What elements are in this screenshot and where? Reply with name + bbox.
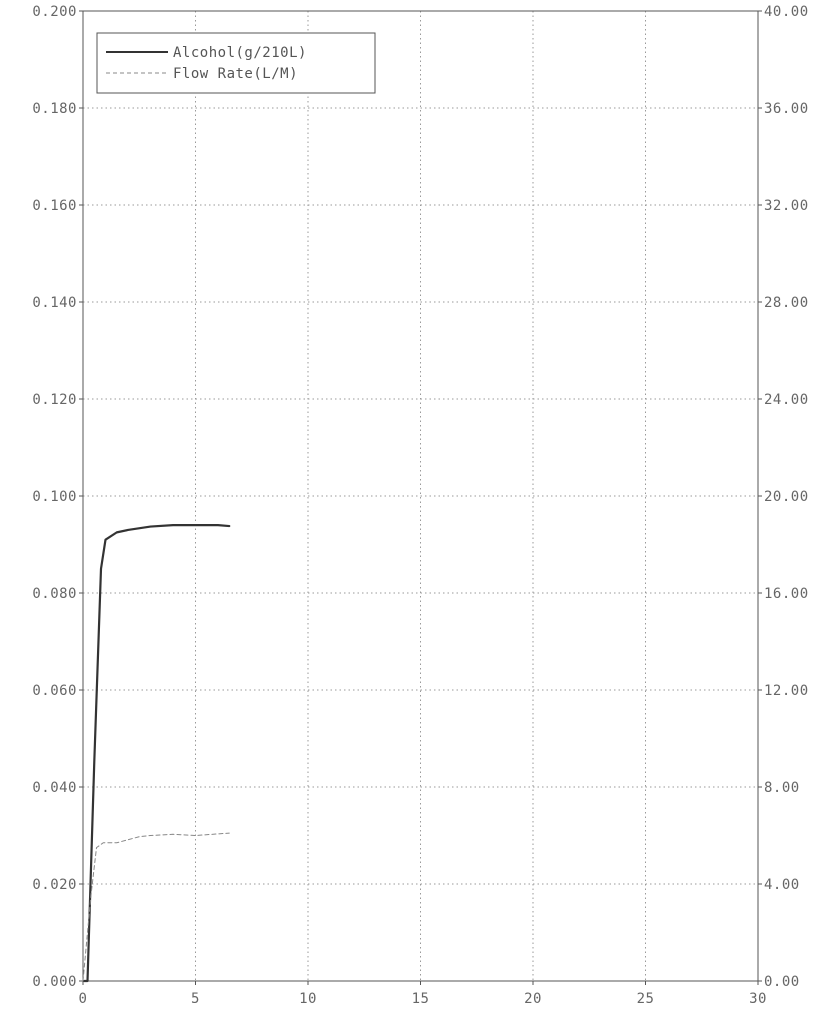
- legend-box: [96, 32, 376, 94]
- x-tick-label: 30: [749, 991, 767, 1007]
- y2-tick-label: 12.00: [764, 683, 809, 699]
- y2-tick-label: 4.00: [764, 877, 800, 893]
- y2-tick-label: 0.00: [764, 974, 800, 990]
- x-tick-label: 5: [191, 991, 200, 1007]
- series-line-flow-rate: [82, 832, 230, 982]
- y-tick-label: 0.140: [32, 295, 77, 311]
- y-tick-label: 0.000: [32, 974, 77, 990]
- y2-tick-label: 8.00: [764, 780, 800, 796]
- legend-label-alcohol: Alcohol(g/210L): [173, 45, 307, 61]
- y-tick-label: 0.200: [32, 4, 77, 20]
- y-tick-label: 0.040: [32, 780, 77, 796]
- y2-tick-label: 32.00: [764, 198, 809, 214]
- y-tick-label: 0.020: [32, 877, 77, 893]
- y-tick-label: 0.100: [32, 489, 77, 505]
- y-tick-label: 0.180: [32, 101, 77, 117]
- y-tick-label: 0.060: [32, 683, 77, 699]
- x-tick-label: 15: [412, 991, 430, 1007]
- y-tick-label: 0.160: [32, 198, 77, 214]
- x-tick-label: 0: [79, 991, 88, 1007]
- y2-tick-label: 16.00: [764, 586, 809, 602]
- series-line-alcohol: [83, 523, 231, 983]
- axis-ticks: 0 5 10 15 20 25 30 0.000 0.020 0.040 0.060 0.080 0.1…: [32, 4, 808, 1007]
- series: [82, 523, 231, 983]
- legend: Alcohol(g/210L) Flow Rate(L/M): [96, 32, 376, 94]
- y2-tick-label: 28.00: [764, 295, 809, 311]
- y2-tick-label: 40.00: [764, 4, 809, 20]
- y2-tick-label: 20.00: [764, 489, 809, 505]
- x-tick-label: 25: [637, 991, 655, 1007]
- y-tick-label: 0.120: [32, 392, 77, 408]
- y-tick-label: 0.080: [32, 586, 77, 602]
- grid: [83, 11, 758, 981]
- y2-tick-label: 24.00: [764, 392, 809, 408]
- legend-label-flow-rate: Flow Rate(L/M): [173, 66, 298, 82]
- x-tick-label: 10: [299, 991, 317, 1007]
- x-tick-label: 20: [524, 991, 542, 1007]
- y2-tick-label: 36.00: [764, 101, 809, 117]
